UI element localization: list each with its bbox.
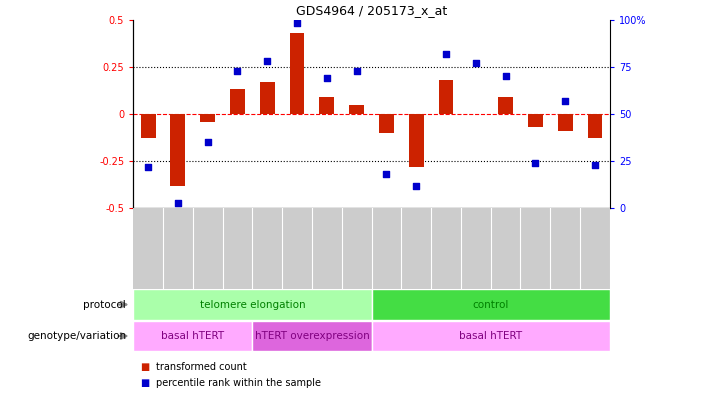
Text: transformed count: transformed count bbox=[156, 362, 246, 373]
Text: telomere elongation: telomere elongation bbox=[200, 299, 305, 310]
Text: control: control bbox=[472, 299, 509, 310]
Text: genotype/variation: genotype/variation bbox=[27, 331, 126, 341]
Point bbox=[292, 20, 303, 27]
Point bbox=[172, 200, 184, 206]
Text: basal hTERT: basal hTERT bbox=[459, 331, 522, 341]
Text: basal hTERT: basal hTERT bbox=[161, 331, 224, 341]
Bar bbox=[170, 114, 185, 185]
Bar bbox=[528, 114, 543, 127]
Point bbox=[440, 50, 451, 57]
Bar bbox=[558, 114, 573, 131]
Bar bbox=[252, 321, 372, 351]
Title: GDS4964 / 205173_x_at: GDS4964 / 205173_x_at bbox=[296, 4, 447, 17]
Bar bbox=[349, 105, 364, 114]
Point bbox=[470, 60, 482, 66]
Bar bbox=[260, 82, 275, 114]
Point bbox=[351, 68, 362, 74]
Bar bbox=[133, 290, 372, 320]
Text: ■: ■ bbox=[140, 362, 149, 373]
Point bbox=[530, 160, 541, 166]
Point bbox=[202, 139, 213, 145]
Text: hTERT overexpression: hTERT overexpression bbox=[254, 331, 369, 341]
Bar bbox=[409, 114, 423, 167]
Point bbox=[381, 171, 392, 178]
Bar bbox=[587, 114, 602, 138]
Bar bbox=[133, 321, 252, 351]
Text: percentile rank within the sample: percentile rank within the sample bbox=[156, 378, 320, 388]
Bar bbox=[230, 90, 245, 114]
Point bbox=[559, 97, 571, 104]
Point bbox=[411, 182, 422, 189]
Bar bbox=[372, 290, 610, 320]
Bar bbox=[200, 114, 215, 121]
Bar bbox=[379, 114, 394, 133]
Bar bbox=[372, 321, 610, 351]
Bar bbox=[290, 33, 304, 114]
Point bbox=[261, 58, 273, 64]
Bar bbox=[498, 97, 513, 114]
Point bbox=[232, 68, 243, 74]
Text: ■: ■ bbox=[140, 378, 149, 388]
Bar bbox=[320, 97, 334, 114]
Point bbox=[321, 75, 332, 81]
Point bbox=[500, 73, 511, 79]
Point bbox=[590, 162, 601, 168]
Bar bbox=[141, 114, 156, 138]
Point bbox=[142, 163, 154, 170]
Bar bbox=[439, 80, 454, 114]
Text: protocol: protocol bbox=[83, 299, 126, 310]
